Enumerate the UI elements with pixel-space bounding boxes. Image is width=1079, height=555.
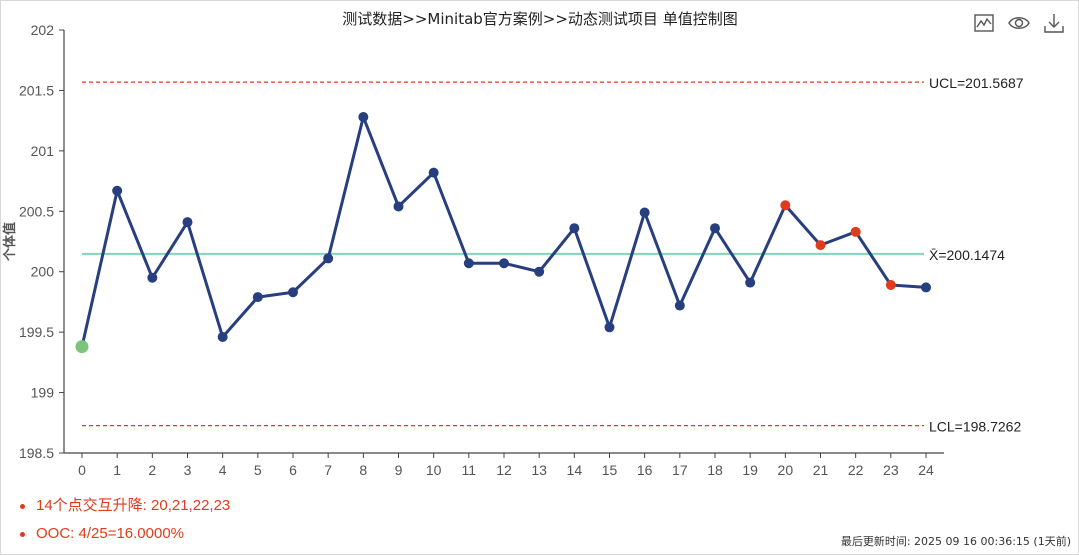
x-tick-label: 6 — [289, 462, 297, 478]
x-tick-label: 0 — [78, 462, 86, 478]
data-point — [358, 112, 369, 123]
axes — [59, 29, 944, 458]
control-limits: UCL=201.5687 X̄=200.1474 LCL=198.7262 — [82, 75, 1024, 435]
lcl-label: LCL=198.7262 — [929, 419, 1021, 435]
note-text: 14个点交互升降: 20,21,22,23 — [36, 497, 231, 514]
x-tick-label: 24 — [918, 462, 934, 478]
x-tick-label: 18 — [707, 462, 723, 478]
x-tick-label: 21 — [813, 462, 829, 478]
data-point — [147, 272, 158, 283]
data-point — [639, 207, 650, 218]
x-tick-label: 17 — [672, 462, 688, 478]
y-tick-label: 199.5 — [19, 324, 54, 340]
data-point — [499, 258, 509, 269]
y-tick-label: 200.5 — [19, 203, 54, 219]
data-point — [393, 201, 404, 212]
download-icon[interactable] — [1043, 12, 1065, 34]
x-tick-label: 7 — [324, 462, 332, 478]
y-tick-label: 201.5 — [19, 82, 54, 98]
data-point — [569, 223, 580, 234]
chart-title: 测试数据>>Minitab官方案例>>动态测试项目 单值控制图 — [342, 10, 738, 28]
x-tick-label: 11 — [462, 462, 477, 478]
y-tick-label: 200 — [31, 264, 55, 280]
data-point — [428, 167, 439, 178]
x-tick-label: 9 — [395, 462, 403, 478]
last-updated: 最后更新时间: 2025 09 16 00:36:15 (1天前) — [840, 535, 1071, 548]
x-tick-label: 10 — [426, 462, 442, 478]
data-point — [921, 282, 931, 293]
y-tick-label: 202 — [31, 22, 55, 38]
data-point — [463, 258, 474, 269]
data-point — [75, 340, 89, 354]
eye-icon[interactable] — [1008, 12, 1030, 34]
y-tick-label: 199 — [31, 385, 55, 401]
x-tick-label: 1 — [113, 462, 121, 478]
x-tick-label: 3 — [184, 462, 192, 478]
x-tick-label: 22 — [848, 462, 864, 478]
note-item: 14个点交互升降: 20,21,22,23 — [20, 494, 230, 522]
x-tick-label: 16 — [637, 462, 653, 478]
x-tick-label: 20 — [778, 462, 794, 478]
data-point — [885, 280, 896, 291]
data-point — [604, 322, 615, 333]
data-point — [323, 253, 334, 264]
x-tick-label: 8 — [359, 462, 367, 478]
data-point — [112, 185, 123, 196]
rule-notes: 14个点交互升降: 20,21,22,23 OOC: 4/25=16.0000% — [20, 494, 230, 550]
x-tick-label: 15 — [602, 462, 618, 478]
series-line — [80, 115, 927, 347]
ucl-label: UCL=201.5687 — [929, 75, 1024, 91]
data-point — [745, 277, 756, 288]
x-tick-label: 19 — [742, 462, 758, 478]
line-chart-icon[interactable] — [973, 12, 995, 34]
data-series — [75, 112, 931, 354]
x-tick-label: 23 — [883, 462, 899, 478]
data-point — [252, 292, 263, 303]
data-point — [182, 217, 193, 228]
data-point — [288, 287, 298, 298]
cl-label: X̄=200.1474 — [929, 247, 1005, 263]
x-tick-label: 2 — [148, 462, 156, 478]
x-tick-label: 4 — [219, 462, 227, 478]
y-tick-label: 201 — [31, 143, 55, 159]
data-point — [674, 300, 685, 311]
data-point — [217, 331, 228, 342]
x-tick-label: 5 — [254, 462, 262, 478]
y-tick-label: 198.5 — [19, 445, 54, 461]
x-tick-label: 12 — [496, 462, 512, 478]
x-tick-label: 14 — [567, 462, 583, 478]
data-point — [710, 223, 720, 234]
data-point — [815, 240, 826, 251]
x-tick-label: 13 — [531, 462, 547, 478]
data-point — [534, 266, 545, 277]
y-axis-label: 个体值 — [2, 222, 18, 262]
note-text: OOC: 4/25=16.0000% — [36, 525, 185, 542]
data-point — [780, 200, 791, 211]
note-item: OOC: 4/25=16.0000% — [20, 522, 230, 550]
data-point — [850, 226, 861, 237]
